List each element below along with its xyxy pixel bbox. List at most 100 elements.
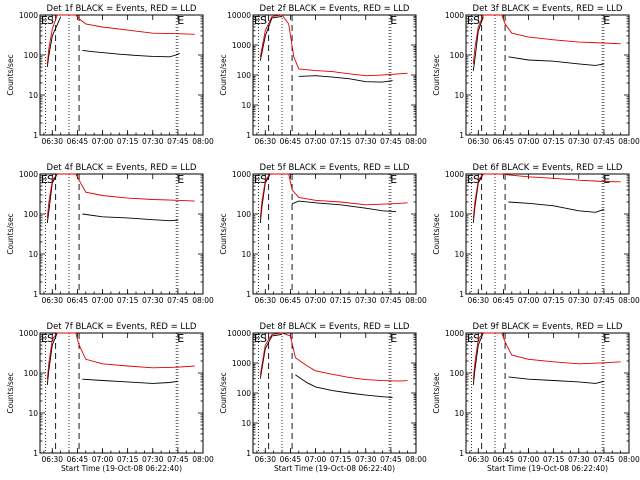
y-tick-label: 100 <box>24 51 39 60</box>
chart-panel-3: Det 3f BLACK = Events, RED = LLD 1 10 100 10… <box>432 4 640 146</box>
y-tick-label: 1000 <box>232 359 251 368</box>
y-tick-label: 1000 <box>232 170 251 179</box>
x-tick-label: 07:30 <box>142 455 164 464</box>
x-tick-label: 08:00 <box>192 455 214 464</box>
marker-e: E <box>177 173 184 186</box>
y-axis-label: Counts/sec <box>432 213 441 254</box>
x-tick-label: 07:45 <box>167 137 189 146</box>
x-tick-label: 07:15 <box>117 455 139 464</box>
x-tick-label: 07:45 <box>167 296 189 305</box>
y-tick-label: 10 <box>454 409 464 418</box>
y-tick-label: 10 <box>454 250 464 259</box>
y-tick-label: 1 <box>459 131 464 140</box>
y-tick-label: 1 <box>33 131 38 140</box>
series-lld-line <box>46 173 195 218</box>
marker-s: S <box>260 173 267 186</box>
x-tick-label: 07:45 <box>380 455 402 464</box>
x-tick-label: 07:15 <box>330 137 352 146</box>
series-events-line <box>259 333 393 399</box>
series-events-line <box>472 173 605 223</box>
x-tick-label: 07:30 <box>355 137 377 146</box>
x-tick-label: 06:30 <box>41 137 63 146</box>
x-tick-label: 06:30 <box>41 455 63 464</box>
y-axis-label: Counts/sec <box>219 372 228 413</box>
chart-panel-2: Det 2f BLACK = Events, RED = LLD 1 10 100 10… <box>219 4 427 146</box>
series-events-line <box>46 16 180 68</box>
y-tick-label: 10 <box>241 250 251 259</box>
x-tick-label: 06:45 <box>67 137 89 146</box>
x-tick-label: 06:30 <box>254 455 276 464</box>
series-lld-line <box>472 332 621 380</box>
x-tick-label: 07:30 <box>355 455 377 464</box>
marker-e: E <box>254 14 261 27</box>
y-axis-label: Counts/sec <box>6 372 15 413</box>
x-tick-label: 06:30 <box>467 455 489 464</box>
x-tick-label: 07:00 <box>305 455 327 464</box>
y-tick-label: 10 <box>28 250 38 259</box>
chart-panel-8: Det 8f BLACK = Events, RED = LLD 1 10 100 10… <box>219 322 427 473</box>
chart-title: Det 8f BLACK = Events, RED = LLD <box>260 322 410 332</box>
x-tick-label: 07:15 <box>543 455 565 464</box>
x-tick-label: 07:00 <box>305 296 327 305</box>
marker-s: S <box>473 332 480 345</box>
x-tick-label: 06:30 <box>254 296 276 305</box>
marker-e: E <box>177 332 184 345</box>
marker-e: E <box>41 14 48 27</box>
x-tick-label: 07:00 <box>92 296 114 305</box>
x-tick-label: 08:00 <box>618 455 640 464</box>
y-tick-label: 1000 <box>445 329 464 338</box>
plot-frame <box>465 14 630 136</box>
x-tick-label: 06:30 <box>467 296 489 305</box>
x-tick-label: 06:30 <box>254 137 276 146</box>
y-tick-label: 1000 <box>19 11 38 20</box>
marker-s: S <box>47 14 54 27</box>
y-axis-label: Counts/sec <box>432 372 441 413</box>
chart-title: Det 6f BLACK = Events, RED = LLD <box>473 163 623 173</box>
y-axis-label: Counts/sec <box>6 54 15 95</box>
x-tick-label: 08:00 <box>405 137 427 146</box>
series-lld-line <box>46 14 195 64</box>
plot-frame <box>39 173 204 295</box>
x-tick-label: 06:45 <box>493 296 515 305</box>
x-tick-label: 07:45 <box>593 296 615 305</box>
x-axis-label: Start Time (19-Oct-08 06:22:40) <box>61 464 182 473</box>
marker-s: S <box>473 173 480 186</box>
marker-e: E <box>390 173 397 186</box>
x-tick-label: 06:45 <box>493 137 515 146</box>
y-tick-label: 100 <box>237 71 252 80</box>
y-tick-label: 1000 <box>19 170 38 179</box>
x-tick-label: 08:00 <box>192 137 214 146</box>
x-tick-label: 07:15 <box>117 137 139 146</box>
x-axis-label: Start Time (19-Oct-08 06:22:40) <box>274 464 395 473</box>
y-tick-label: 10 <box>28 409 38 418</box>
y-tick-label: 1 <box>246 449 251 458</box>
series-events-line <box>259 15 393 83</box>
marker-e: E <box>390 332 397 345</box>
y-tick-label: 1000 <box>445 170 464 179</box>
x-tick-label: 07:30 <box>568 296 590 305</box>
marker-e: E <box>41 332 48 345</box>
plot-frame <box>39 332 204 454</box>
y-tick-label: 1000 <box>19 329 38 338</box>
x-tick-label: 08:00 <box>618 296 640 305</box>
y-axis-label: Counts/sec <box>219 213 228 254</box>
x-tick-label: 06:30 <box>467 137 489 146</box>
chart-title: Det 9f BLACK = Events, RED = LLD <box>473 322 623 332</box>
x-tick-label: 07:45 <box>380 296 402 305</box>
chart-panel-7: Det 7f BLACK = Events, RED = LLD 1 10 100 10… <box>6 322 214 473</box>
marker-e: E <box>177 14 184 27</box>
marker-s: S <box>47 173 54 186</box>
chart-title: Det 4f BLACK = Events, RED = LLD <box>47 163 197 173</box>
y-axis-label: Counts/sec <box>6 213 15 254</box>
y-tick-label: 100 <box>24 369 39 378</box>
x-tick-label: 06:30 <box>41 296 63 305</box>
x-tick-label: 07:30 <box>568 455 590 464</box>
x-tick-label: 07:15 <box>117 296 139 305</box>
y-tick-label: 1 <box>33 290 38 299</box>
y-tick-label: 10000 <box>227 329 251 338</box>
x-tick-label: 06:45 <box>280 455 302 464</box>
x-tick-label: 06:45 <box>493 455 515 464</box>
y-tick-label: 1000 <box>232 41 251 50</box>
y-tick-label: 10 <box>241 419 251 428</box>
